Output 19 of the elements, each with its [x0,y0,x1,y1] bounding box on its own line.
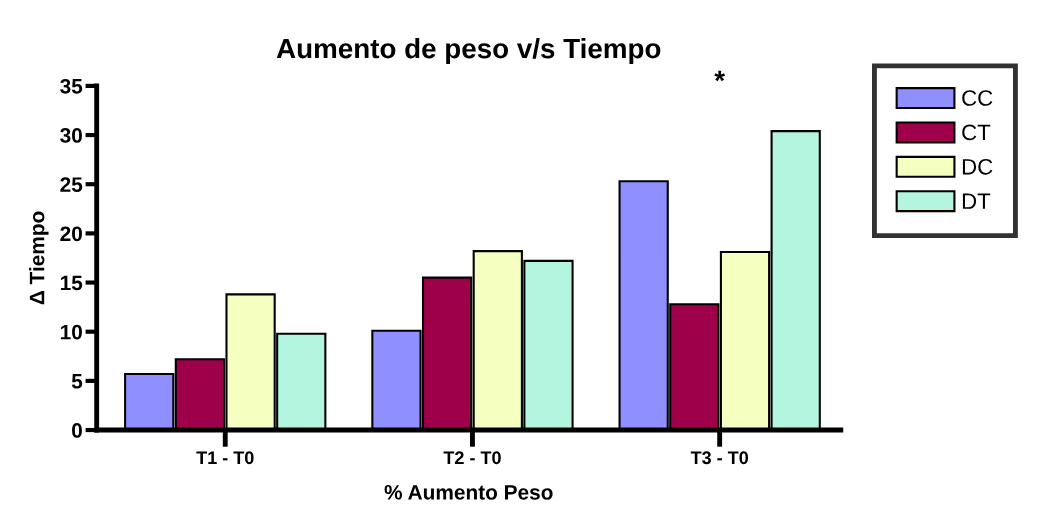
x-tick-label: T3 - T0 [690,451,749,465]
x-tick-label: T2 - T0 [443,451,501,465]
x-axis-title: % Aumento Peso [384,484,553,500]
legend-label: DC [962,158,993,175]
y-tick-label: 5 [71,374,83,389]
chart-title: Aumento de peso v/s Tiempo [276,37,661,64]
y-tick-label: 25 [60,177,83,192]
y-tick-label: 20 [60,226,82,242]
y-tick-label: 10 [60,324,82,340]
legend-label: DT [962,193,991,209]
x-tick-label: T1 - T0 [196,451,254,465]
y-tick-label: 15 [60,275,83,291]
legend-label: CT [962,124,991,141]
y-tick-label: 0 [72,423,82,438]
y-axis-title: Δ Tiempo [29,211,49,305]
y-tick-label: 30 [60,128,82,143]
text: * [714,70,726,82]
legend-label: CC [962,90,993,106]
y-tick-label: 35 [60,78,83,94]
